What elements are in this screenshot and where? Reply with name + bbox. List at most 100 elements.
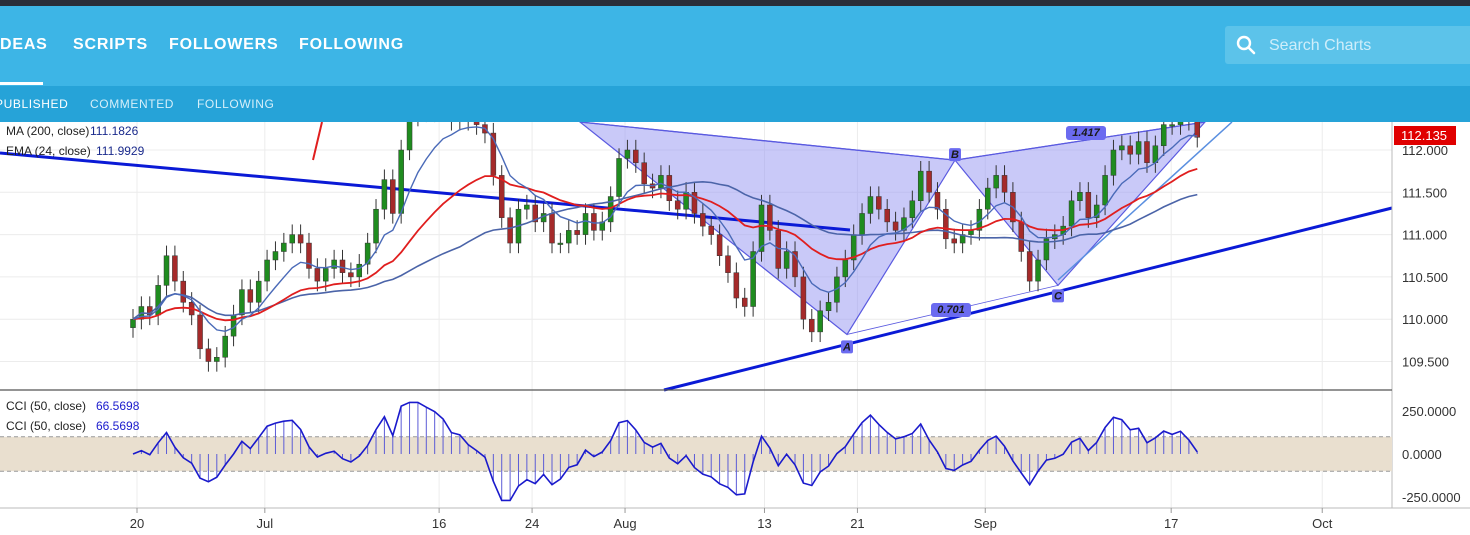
cci1-legend-label: CCI (50, close) [6, 399, 86, 413]
candle-body [557, 242, 564, 245]
candle-body [741, 297, 748, 307]
candle-body [356, 263, 363, 278]
candle-body [917, 170, 924, 202]
top-navigation: DEAS SCRIPTS FOLLOWERS FOLLOWING [0, 6, 1470, 86]
candle-body [390, 179, 396, 214]
pattern-point-label: B [951, 149, 959, 161]
candle-body [1177, 122, 1184, 125]
candle-body [364, 242, 371, 265]
candle-body [934, 192, 941, 210]
pattern-ratio-badge [931, 303, 971, 317]
pattern-point-badge [1052, 289, 1064, 303]
candle-body [1026, 251, 1033, 282]
candle-body [884, 208, 890, 223]
subnav-tab-following[interactable]: FOLLOWING [197, 97, 275, 111]
candle-body [674, 200, 681, 210]
chart-area[interactable]: A B C 0.701 1.417 112.000 111.500 111.000 110.5… [0, 122, 1470, 535]
current-price-tag: 112.135 [1394, 126, 1456, 145]
candle-body [1043, 238, 1050, 261]
candle-body [993, 175, 999, 189]
candle-body [239, 289, 245, 316]
candle-body [1169, 124, 1175, 127]
price-axis-label: 110.500 [1402, 270, 1448, 285]
price-axis-label: 111.000 [1402, 228, 1447, 243]
nav-tab-followers[interactable]: FOLLOWERS [169, 36, 279, 53]
time-axis-label: Aug [613, 516, 636, 531]
candle-body [1077, 192, 1083, 202]
candle-body [817, 310, 823, 333]
candle-body [700, 213, 706, 227]
pattern-point-label: C [1054, 290, 1063, 302]
candle-body [708, 225, 714, 235]
subnav-tab-commented[interactable]: COMMENTED [90, 97, 175, 111]
candle-body [524, 204, 530, 210]
ma-200-line [132, 180, 1198, 320]
candle-body [532, 204, 538, 223]
cci1-legend-value: 66.5698 [96, 399, 140, 413]
candle-body [348, 272, 354, 278]
price-axis-label: 112.000 [1402, 143, 1448, 158]
nav-tab-following[interactable]: FOLLOWING [299, 36, 404, 53]
candle-body [549, 213, 555, 244]
candle-body [306, 242, 312, 269]
moving-average-lines [132, 126, 1198, 333]
candle-body [1144, 141, 1150, 163]
candle-body [272, 251, 279, 261]
candle-body [339, 259, 346, 273]
time-axis-label: Oct [1312, 516, 1333, 531]
candle-body [876, 196, 882, 210]
pattern-ratio-badge [1066, 126, 1106, 140]
candle-body [867, 196, 874, 214]
candle-body [214, 357, 220, 362]
search-icon [1236, 35, 1256, 55]
candle-body [1035, 259, 1041, 282]
candle-body [641, 162, 647, 185]
price-axis-label: 111.500 [1402, 185, 1447, 200]
candle-body [1001, 175, 1008, 193]
candle-body [909, 200, 916, 218]
nav-tab-ideas[interactable]: DEAS [0, 36, 48, 53]
candle-body [901, 217, 907, 231]
candle-body [197, 314, 203, 350]
cci-band [0, 436, 1392, 472]
pattern-xb-line [579, 122, 956, 161]
indicator-legend: MA (200, close) 111.1826 EMA (24, close)… [6, 124, 145, 158]
candle-body [322, 268, 329, 282]
candle-body [926, 170, 932, 193]
candle-body [281, 242, 287, 252]
time-axis-label: 16 [432, 516, 446, 531]
candle-body [633, 149, 639, 163]
window-top-strip [0, 0, 1470, 6]
time-axis-label: 13 [757, 516, 771, 531]
channel-line [1057, 122, 1233, 281]
candle-body [725, 255, 731, 273]
candle-body [892, 221, 899, 231]
candle-body [582, 213, 589, 235]
time-axis-label: 20 [130, 516, 144, 531]
cci-axis: 250.0000 0.0000 -250.0000 [1402, 404, 1461, 505]
candle-body [859, 213, 865, 235]
candle-body [297, 234, 304, 244]
cci-axis-label: 250.0000 [1402, 404, 1456, 419]
time-axis-label: 17 [1164, 516, 1178, 531]
cci-legend: CCI (50, close) 66.5698 CCI (50, close) … [6, 399, 140, 433]
nav-tab-scripts[interactable]: SCRIPTS [73, 36, 148, 53]
candle-body [1127, 145, 1133, 155]
candlestick-series [130, 122, 1201, 372]
candle-body [943, 208, 949, 240]
subnav-tab-published[interactable]: PUBLISHED [0, 97, 69, 111]
candle-body [473, 122, 480, 125]
candle-body [255, 280, 262, 303]
candle-body [398, 149, 404, 214]
pattern-point-badge [949, 148, 961, 162]
candle-body [775, 230, 782, 269]
candle-body [172, 255, 178, 282]
candle-body [1135, 141, 1142, 155]
time-axis-label: 21 [850, 516, 864, 531]
search-input[interactable] [1267, 30, 1461, 62]
cci2-legend-value: 66.5698 [96, 419, 140, 433]
time-axis-label: Sep [974, 516, 997, 531]
search-box[interactable] [1225, 26, 1470, 64]
candle-body [1194, 122, 1201, 138]
candle-body [373, 208, 379, 244]
